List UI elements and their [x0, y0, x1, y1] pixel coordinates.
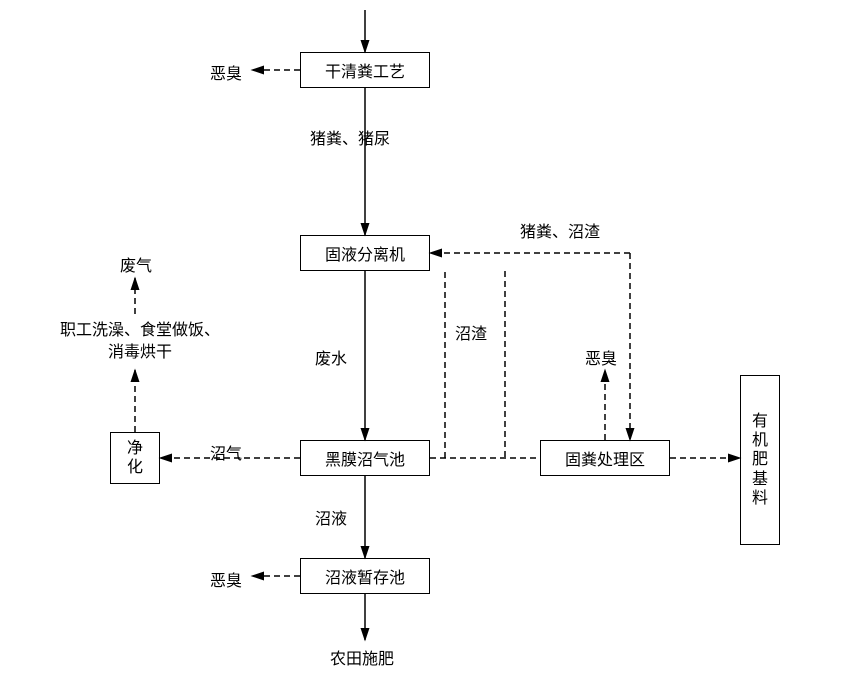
node-purify: 净化 — [110, 432, 160, 484]
label-staff-use: 职工洗澡、食堂做饭、消毒烘干 — [60, 320, 220, 365]
label-dregs: 沼渣 — [455, 320, 487, 344]
node-label: 干清粪工艺 — [325, 58, 405, 82]
node-fertilizer: 有机肥基料 — [740, 375, 780, 545]
label-manure-urine: 猪粪、猪尿 — [310, 125, 390, 149]
node-label: 有机肥基料 — [752, 412, 768, 508]
label-odor-1: 恶臭 — [210, 60, 242, 84]
label-biogas-liquid: 沼液 — [315, 505, 347, 529]
node-label: 黑膜沼气池 — [325, 446, 405, 470]
node-label: 固液分离机 — [325, 241, 405, 265]
node-label: 净化 — [127, 439, 143, 477]
node-label: 固粪处理区 — [565, 446, 645, 470]
label-waste-gas: 废气 — [120, 252, 152, 276]
label-odor-3: 恶臭 — [210, 567, 242, 591]
label-manure-dregs: 猪粪、沼渣 — [520, 218, 600, 242]
label-biogas-gas: 沼气 — [210, 440, 242, 464]
node-dry-clean: 干清粪工艺 — [300, 52, 430, 88]
label-wastewater: 废水 — [315, 345, 347, 369]
node-storage: 沼液暂存池 — [300, 558, 430, 594]
label-odor-2: 恶臭 — [585, 345, 617, 369]
node-solid-area: 固粪处理区 — [540, 440, 670, 476]
node-label: 沼液暂存池 — [325, 564, 405, 588]
label-farmland: 农田施肥 — [330, 645, 394, 669]
node-biogas: 黑膜沼气池 — [300, 440, 430, 476]
node-separator: 固液分离机 — [300, 235, 430, 271]
